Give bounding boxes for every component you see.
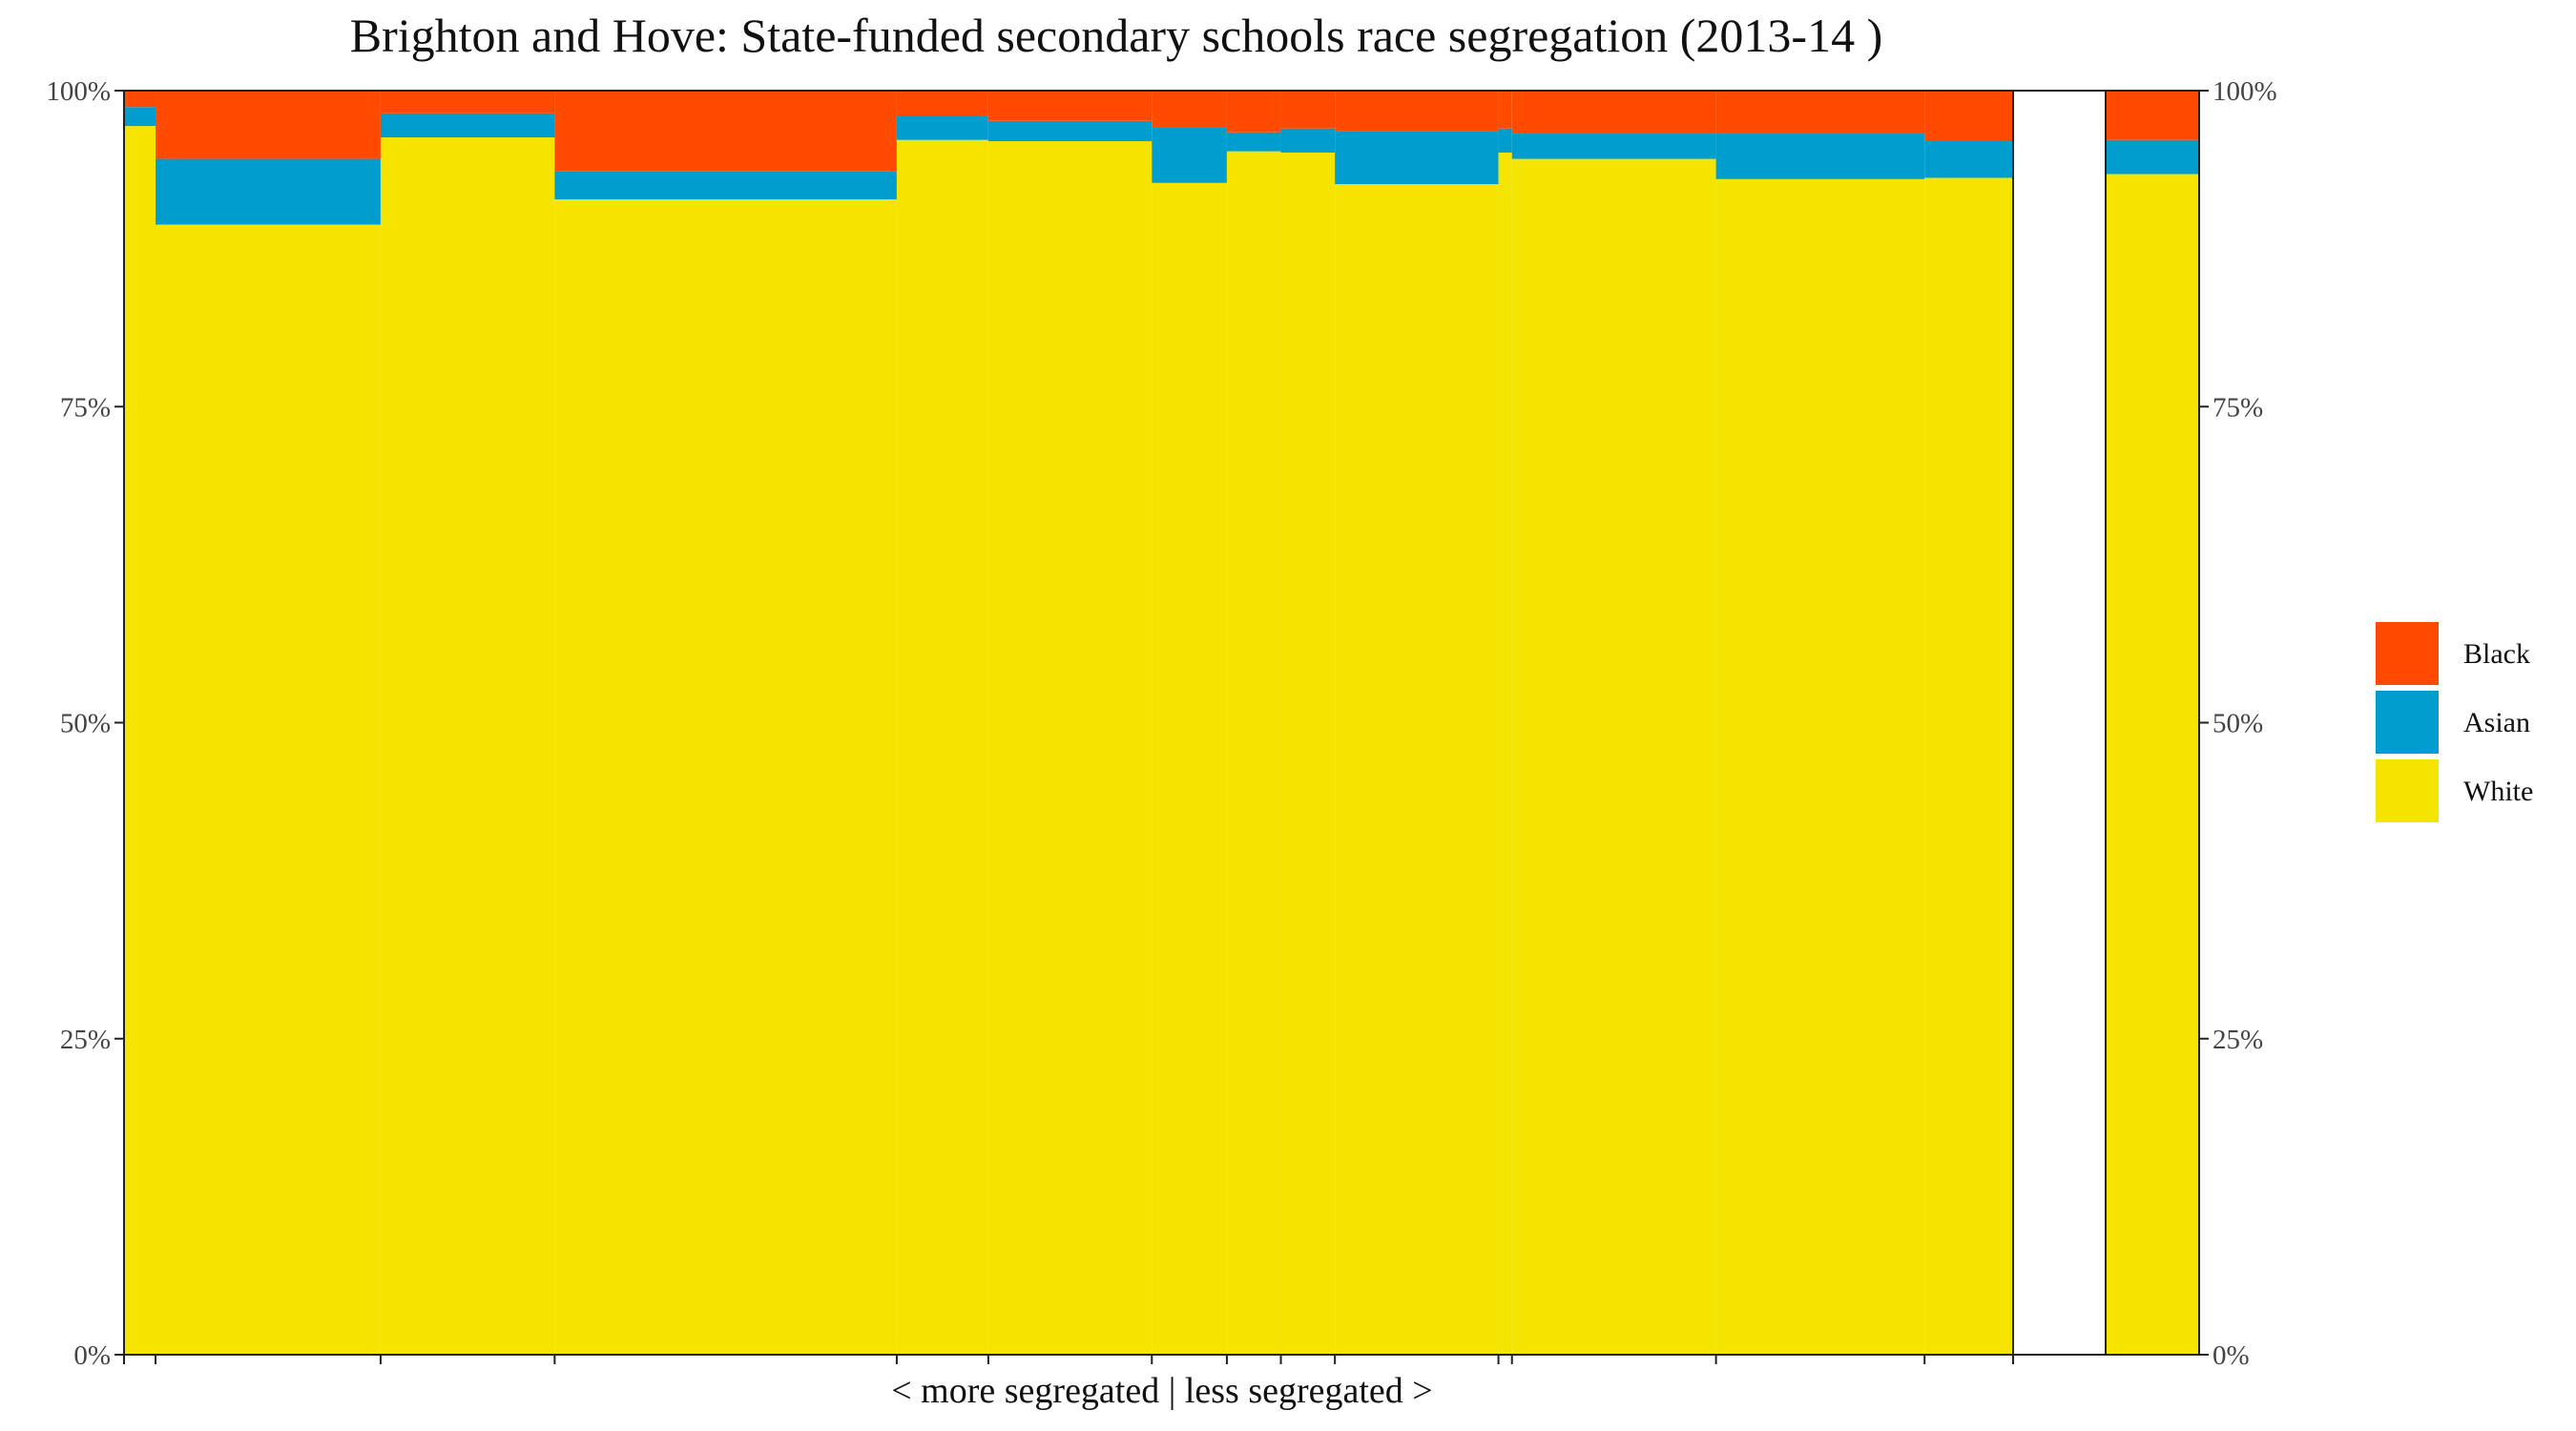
school-12-black-segment [1511, 91, 1716, 135]
school-9-white-segment [1280, 152, 1336, 1355]
school-3-asian-segment [380, 113, 555, 138]
school-11-white-segment [1498, 152, 1512, 1355]
right-y-tick-label: 0% [2212, 1340, 2250, 1371]
school-1-black-segment [124, 91, 156, 108]
school-10-asian-segment [1335, 131, 1499, 185]
axes-group: 0% 0% 25% 25% 50% 50% 75% 75% 100% 100% [46, 76, 2276, 1371]
school-6-asian-segment [987, 120, 1153, 141]
school-4-white-segment [554, 198, 897, 1356]
left-y-tick-label: 25% [60, 1025, 111, 1055]
school-5-white-segment [896, 139, 988, 1355]
left-y-tick-label: 50% [60, 709, 111, 739]
school-13-white-segment [1715, 178, 1925, 1355]
summary-bar-white-segment [2106, 174, 2199, 1356]
school-4-black-segment [554, 91, 897, 172]
legend-swatch-asian [2376, 691, 2439, 754]
school-7-black-segment [1152, 91, 1227, 128]
school-8-black-segment [1226, 91, 1281, 133]
left-y-tick-label: 100% [46, 76, 111, 107]
school-14-asian-segment [1924, 141, 2013, 178]
school-14-white-segment [1924, 177, 2013, 1355]
school-7-white-segment [1152, 182, 1227, 1356]
school-5-black-segment [896, 91, 988, 116]
school-13-asian-segment [1715, 134, 1925, 179]
right-y-tick-label: 50% [2212, 709, 2263, 739]
summary-bar-black-segment [2106, 91, 2199, 140]
school-1-asian-segment [124, 107, 156, 127]
school-10-black-segment [1335, 91, 1499, 132]
school-11-asian-segment [1498, 128, 1512, 153]
school-10-white-segment [1335, 184, 1499, 1355]
school-9-black-segment [1280, 91, 1336, 129]
legend-label-white: White [2463, 776, 2533, 807]
right-y-tick-label: 100% [2212, 76, 2277, 107]
school-7-asian-segment [1152, 127, 1227, 183]
school-3-black-segment [380, 91, 555, 114]
school-8-white-segment [1226, 151, 1281, 1356]
school-4-asian-segment [554, 171, 897, 199]
left-y-tick-label: 75% [60, 392, 111, 423]
school-2-black-segment [156, 91, 381, 159]
school-6-black-segment [987, 91, 1153, 121]
right-y-tick-label: 75% [2212, 392, 2263, 423]
school-12-asian-segment [1511, 134, 1716, 159]
legend-swatch-black [2376, 622, 2439, 685]
bars-group [124, 91, 2199, 1356]
summary-bar-asian-segment [2106, 139, 2199, 175]
legend-label-black: Black [2463, 638, 2530, 670]
school-9-asian-segment [1280, 128, 1336, 153]
school-6-white-segment [987, 141, 1153, 1355]
legend-swatch-white [2376, 759, 2439, 822]
school-5-asian-segment [896, 115, 988, 140]
school-2-asian-segment [156, 158, 381, 225]
school-11-black-segment [1498, 91, 1512, 129]
school-1-white-segment [124, 126, 156, 1356]
school-13-black-segment [1715, 91, 1925, 135]
right-y-tick-label: 25% [2212, 1025, 2263, 1055]
school-14-black-segment [1924, 91, 2013, 141]
legend-label-asian: Asian [2463, 707, 2530, 738]
school-8-asian-segment [1226, 132, 1281, 152]
x-axis-title: < more segregated | less segregated > [891, 1371, 1432, 1411]
left-y-tick-label: 0% [73, 1340, 111, 1371]
chart-title: Brighton and Hove: State-funded secondar… [349, 9, 1883, 62]
legend: Black Asian White [2376, 622, 2533, 822]
school-3-white-segment [380, 137, 555, 1355]
school-12-white-segment [1511, 158, 1716, 1355]
school-2-white-segment [156, 224, 381, 1356]
